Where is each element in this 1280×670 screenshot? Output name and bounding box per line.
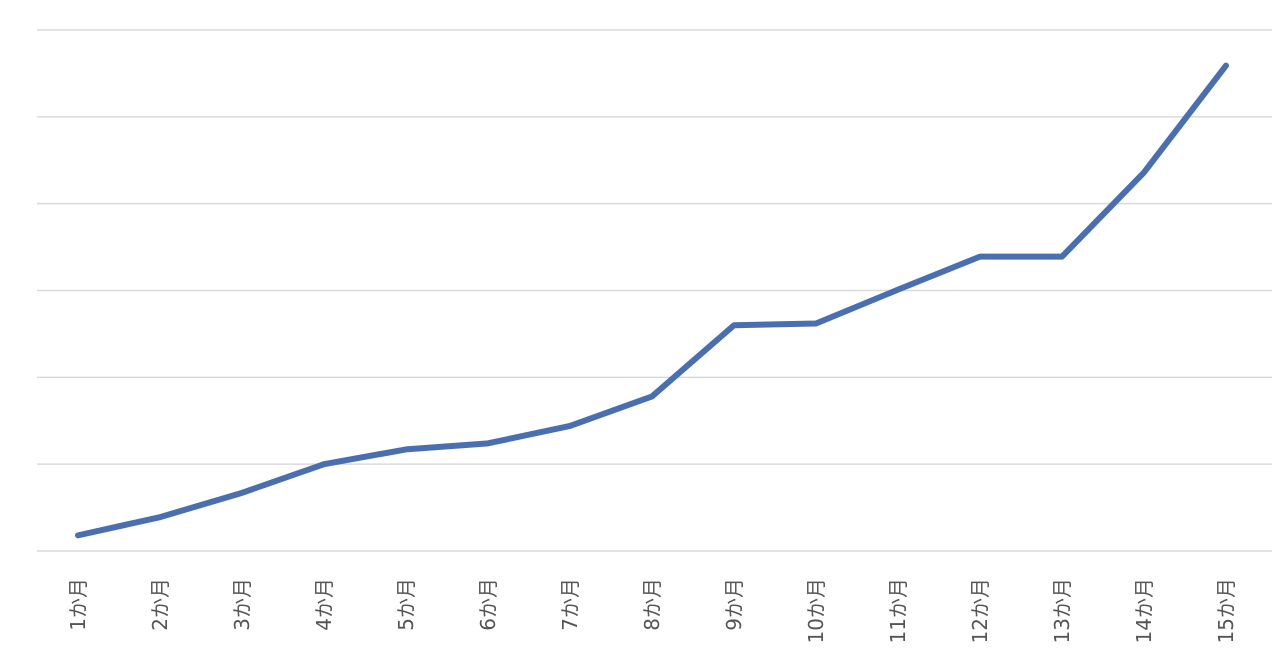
x-tick-label: 9か月: [722, 578, 746, 631]
x-tick-label: 8か月: [640, 578, 664, 631]
x-tick-label: 11か月: [886, 578, 910, 643]
x-tick-label: 3か月: [230, 578, 254, 631]
x-tick-label: 2か月: [148, 578, 172, 631]
x-tick-label: 10か月: [804, 578, 828, 643]
x-tick-label: 4か月: [312, 578, 336, 631]
x-tick-label: 12か月: [968, 578, 992, 643]
x-tick-label: 6か月: [476, 578, 500, 631]
x-tick-label: 13か月: [1050, 578, 1074, 643]
x-tick-label: 14か月: [1132, 578, 1156, 643]
line: [75, 62, 1229, 539]
x-tick-label: 5か月: [394, 578, 418, 631]
x-tick-label: 15か月: [1214, 578, 1238, 643]
x-tick-label: 7か月: [558, 578, 582, 631]
x-tick-label: 1か月: [66, 578, 90, 631]
